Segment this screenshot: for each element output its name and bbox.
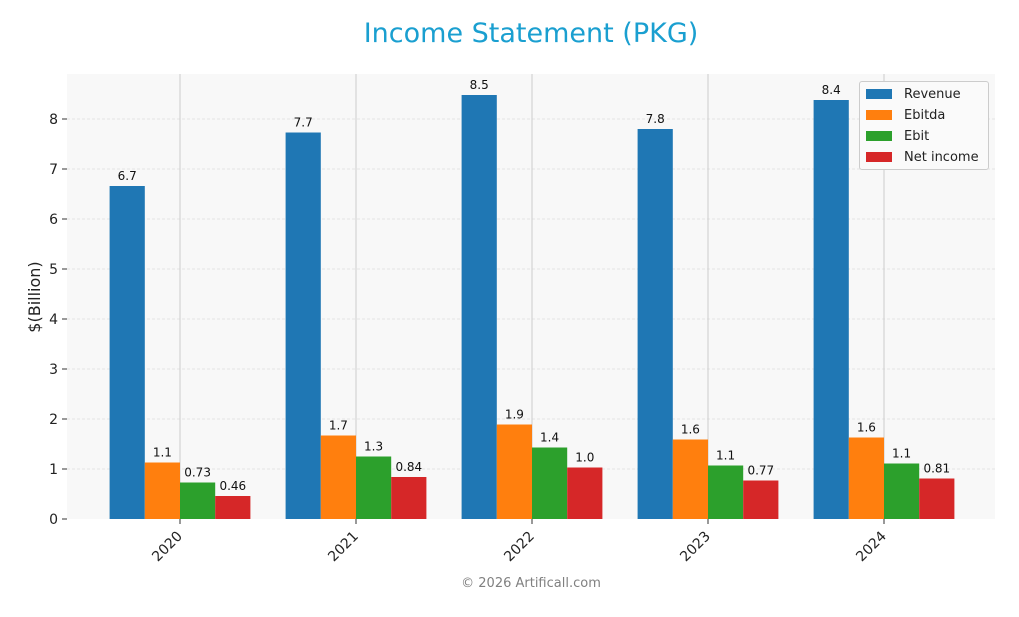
bar-ebitda bbox=[672, 439, 708, 519]
y-axis: 0 1 2 3 4 5 6 7 8 bbox=[49, 112, 67, 528]
legend-swatch-net-income bbox=[866, 152, 892, 162]
legend-swatch-revenue bbox=[866, 89, 892, 99]
legend-label: Revenue bbox=[904, 86, 961, 102]
bar-value-label: 8.5 bbox=[470, 78, 489, 92]
chart-legend: Revenue Ebitda Ebit Net income bbox=[859, 81, 989, 170]
bar-value-label: 1.6 bbox=[681, 423, 700, 437]
y-tick-label: 0 bbox=[49, 512, 58, 528]
bar-value-label: 8.4 bbox=[822, 83, 841, 97]
bar-ebit bbox=[356, 456, 392, 519]
bar-value-label: 0.73 bbox=[184, 466, 211, 480]
bar-value-labels: 6.7 7.7 8.5 7.8 8.4 1.1 1.7 1.9 1.6 1.6 0.73 1.3 1.4… bbox=[118, 78, 951, 493]
bar-value-label: 0.84 bbox=[395, 460, 422, 474]
legend-swatch-ebit bbox=[866, 131, 892, 141]
bar-value-label: 1.1 bbox=[153, 446, 172, 460]
bar-value-label: 6.7 bbox=[118, 169, 137, 183]
y-tick-label: 6 bbox=[49, 212, 58, 228]
bar-net-income bbox=[743, 480, 779, 519]
legend-item-ebit: Ebit bbox=[866, 126, 929, 146]
legend-item-ebitda: Ebitda bbox=[866, 105, 945, 125]
bar-ebitda bbox=[320, 435, 356, 519]
bar-value-label: 1.3 bbox=[364, 440, 383, 454]
y-tick-label: 4 bbox=[49, 312, 58, 328]
y-tick-label: 5 bbox=[49, 262, 58, 278]
bar-value-label: 0.46 bbox=[219, 479, 246, 493]
bar-ebitda bbox=[496, 424, 532, 519]
y-tick-label: 3 bbox=[49, 362, 58, 378]
bar-revenue bbox=[813, 100, 849, 519]
bar-value-label: 7.8 bbox=[646, 112, 665, 126]
bar-net-income bbox=[391, 477, 427, 519]
y-axis-label: $(Billion) bbox=[25, 261, 44, 332]
bar-value-label: 1.7 bbox=[329, 419, 348, 433]
x-tick-label: 2020 bbox=[149, 529, 186, 566]
legend-swatch-ebitda bbox=[866, 110, 892, 120]
bar-revenue bbox=[637, 129, 673, 519]
bar-ebit bbox=[884, 463, 920, 519]
bar-ebit bbox=[708, 465, 744, 519]
bar-net-income bbox=[919, 478, 955, 519]
bar-ebit bbox=[180, 482, 216, 519]
bar-net-income bbox=[215, 496, 251, 519]
bar-net-income bbox=[567, 467, 603, 519]
y-tick-label: 8 bbox=[49, 112, 58, 128]
bar-ebit bbox=[532, 447, 568, 519]
bar-value-label: 1.4 bbox=[540, 431, 559, 445]
copyright-footer: © 2026 Artificall.com bbox=[461, 576, 601, 591]
x-axis: 2020 2021 2022 2023 2024 bbox=[149, 519, 890, 565]
x-tick-label: 2021 bbox=[325, 529, 362, 566]
bar-revenue bbox=[285, 132, 321, 519]
bar-value-label: 0.77 bbox=[747, 464, 774, 478]
x-tick-label: 2022 bbox=[501, 529, 538, 566]
y-tick-label: 7 bbox=[49, 162, 58, 178]
chart-title: Income Statement (PKG) bbox=[363, 18, 699, 49]
legend-label: Ebit bbox=[904, 128, 930, 144]
legend-label: Net income bbox=[904, 149, 979, 165]
y-tick-label: 1 bbox=[49, 462, 58, 478]
bar-revenue bbox=[461, 95, 497, 519]
bar-value-label: 1.1 bbox=[716, 449, 735, 463]
bar-ebitda bbox=[144, 462, 180, 519]
legend-item-net-income: Net income bbox=[866, 147, 979, 167]
x-tick-label: 2023 bbox=[677, 529, 714, 566]
y-tick-label: 2 bbox=[49, 412, 58, 428]
bar-series bbox=[109, 95, 955, 519]
bar-value-label: 1.0 bbox=[575, 451, 594, 465]
bar-revenue bbox=[109, 186, 145, 519]
x-tick-label: 2024 bbox=[853, 528, 890, 565]
bar-value-label: 1.6 bbox=[857, 421, 876, 435]
legend-item-revenue: Revenue bbox=[866, 84, 961, 104]
bar-value-label: 7.7 bbox=[294, 116, 313, 130]
bar-ebitda bbox=[848, 437, 884, 519]
bar-value-label: 1.9 bbox=[505, 408, 524, 422]
legend-label: Ebitda bbox=[904, 107, 946, 123]
bar-value-label: 1.1 bbox=[892, 447, 911, 461]
bar-value-label: 0.81 bbox=[923, 462, 950, 476]
